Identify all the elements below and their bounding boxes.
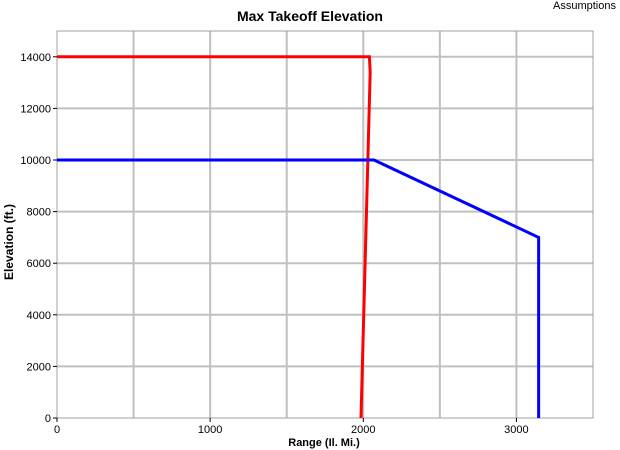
y-axis-label: Elevation (ft.) [2, 204, 16, 280]
y-tick-label: 10000 [20, 155, 51, 167]
y-tick-label: 14000 [20, 52, 51, 64]
x-tick-label: 0 [54, 424, 60, 436]
series-line-2 [57, 158, 541, 418]
x-tick-label: 2000 [351, 424, 375, 436]
y-tick-label: 8000 [27, 207, 51, 219]
chart-title: Max Takeoff Elevation [237, 8, 383, 24]
y-tick-label: 0 [45, 413, 51, 425]
assumptions-link[interactable]: Assumptions [553, 0, 616, 12]
y-tick-label: 2000 [27, 361, 51, 373]
plot-background [57, 31, 593, 418]
y-tick-label: 4000 [27, 310, 51, 322]
plot-area: 0 2000 4000 6000 8000 10000 12000 14000 0 1000 200… [20, 30, 594, 436]
x-axis-label: Range (Il. Mi.) [288, 437, 360, 449]
series-line-1 [57, 55, 372, 419]
plot-frame [56, 30, 594, 419]
y-tick-label: 12000 [20, 103, 51, 115]
x-tick-label: 3000 [504, 424, 528, 436]
x-tick-label: 1000 [198, 424, 222, 436]
y-tick-label: 6000 [27, 258, 51, 270]
